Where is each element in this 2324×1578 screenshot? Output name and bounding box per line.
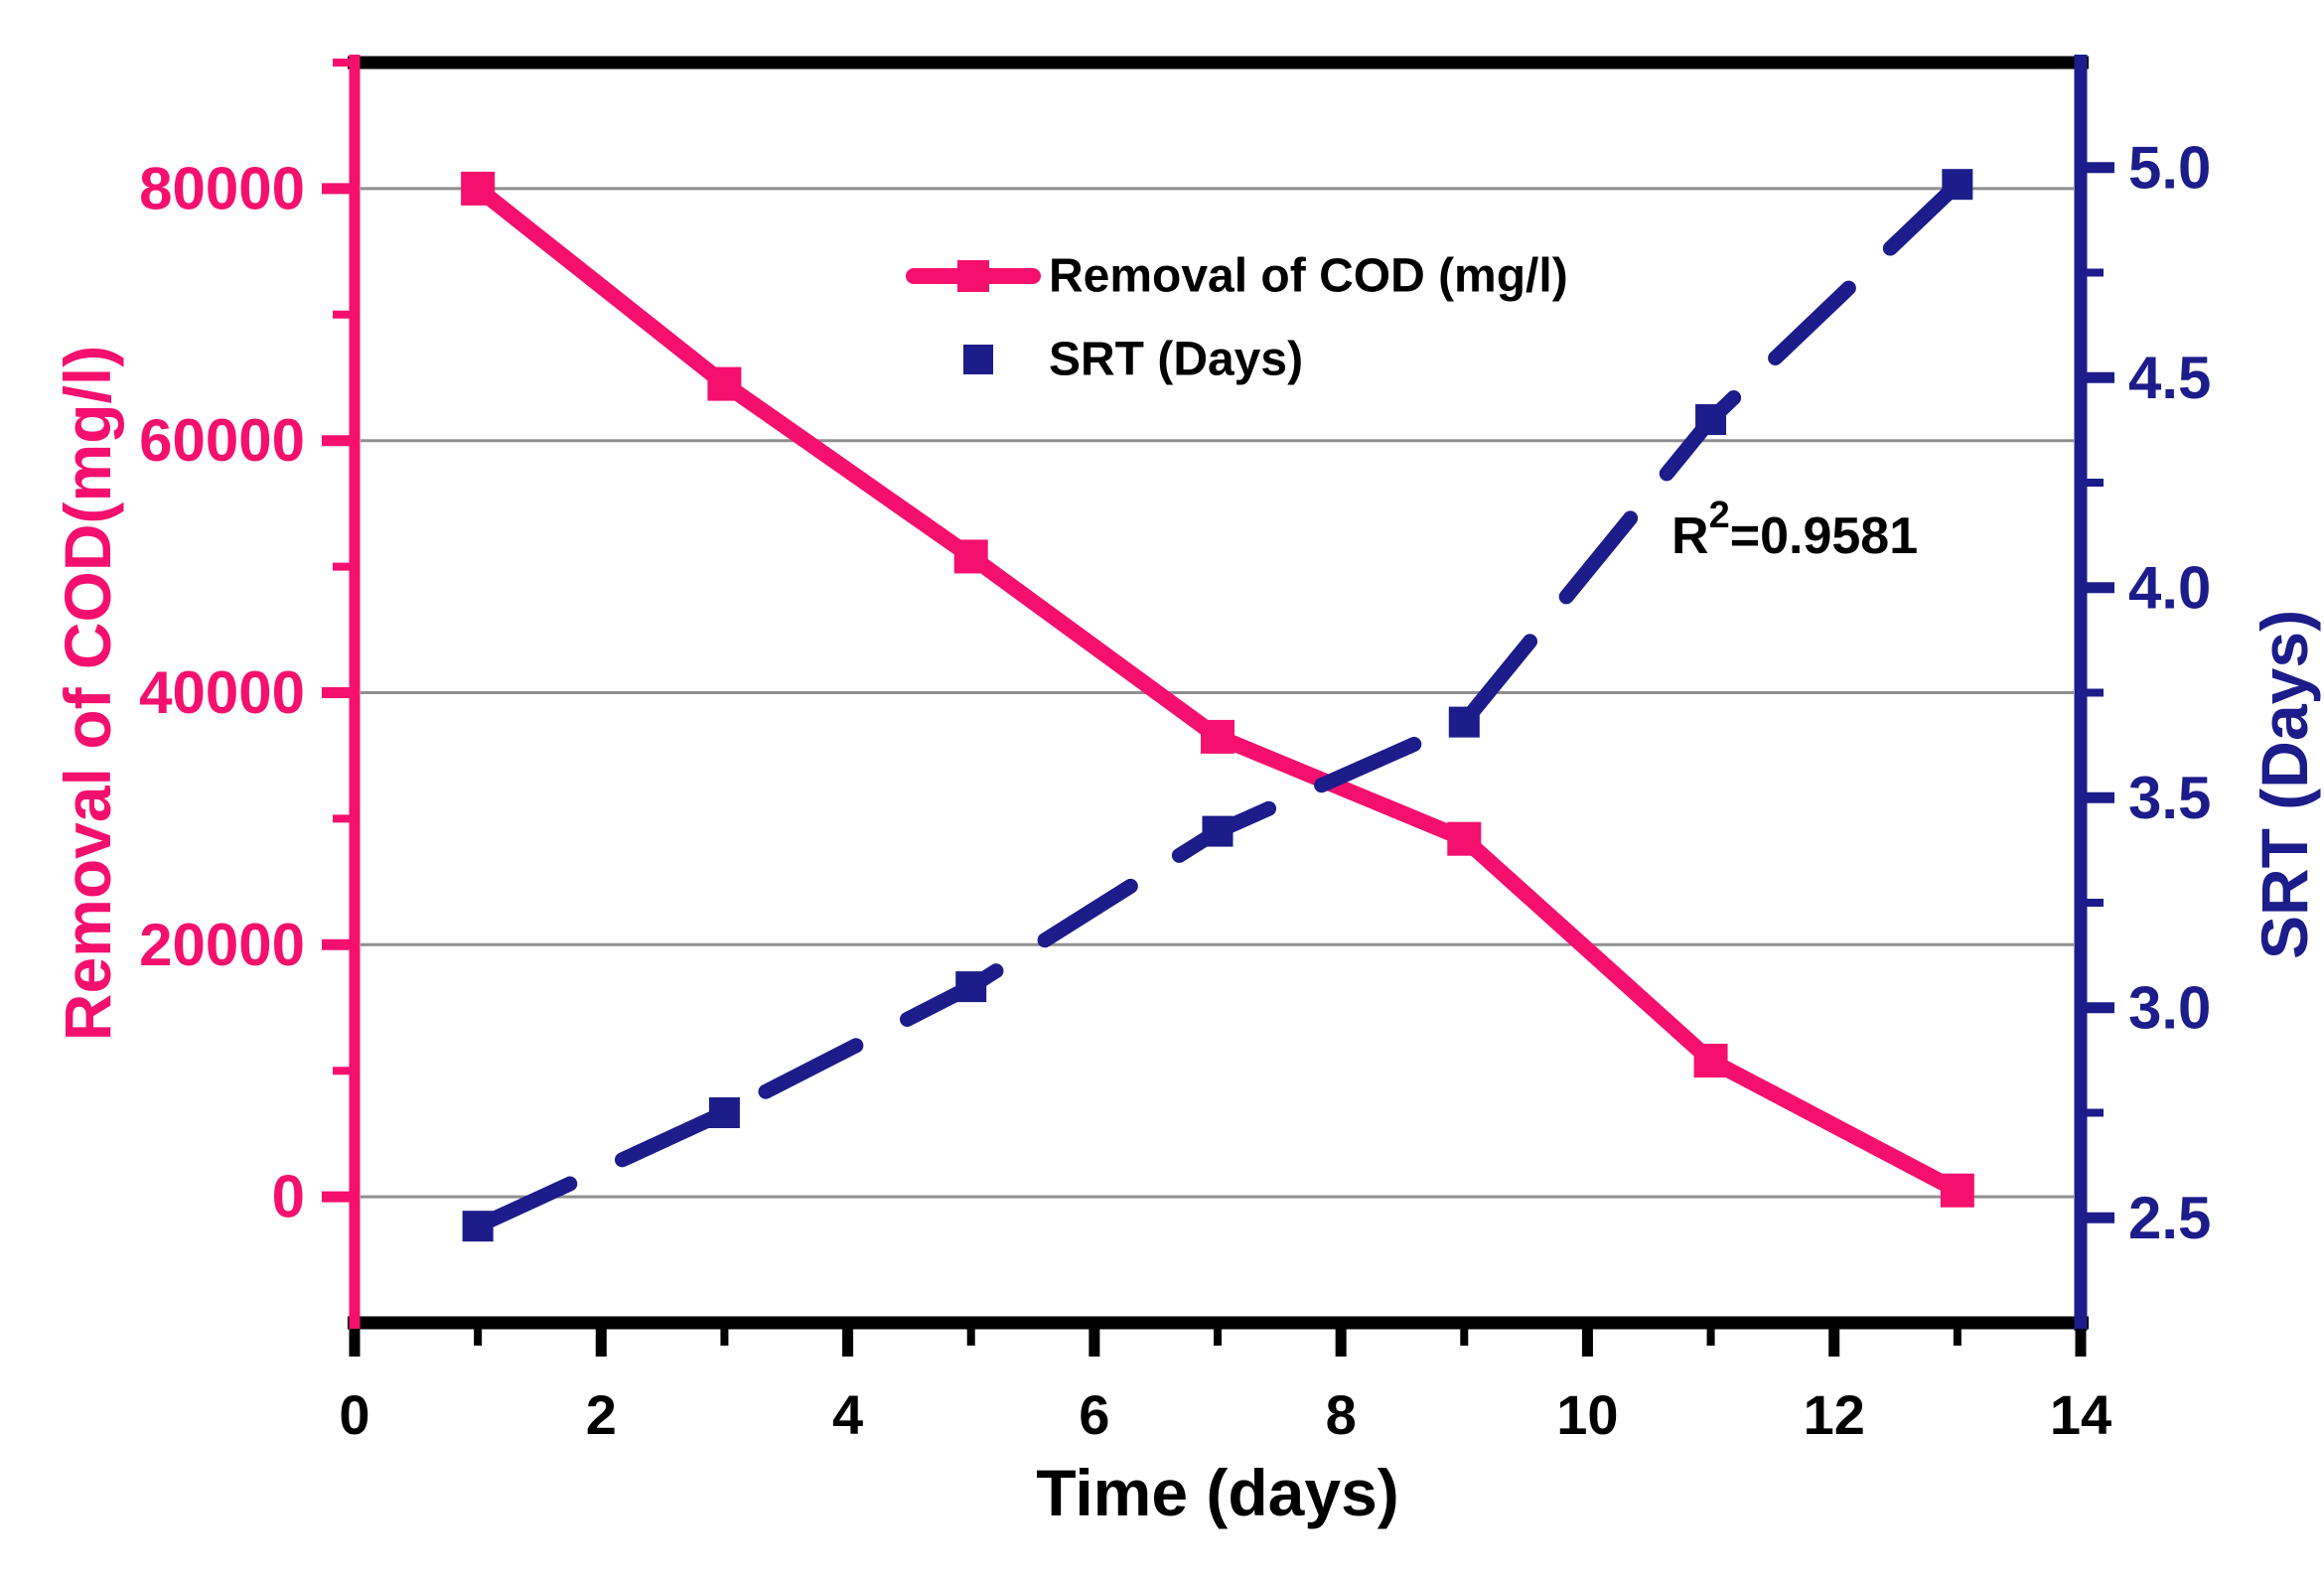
cod-marker [1201, 719, 1235, 754]
left-axis-tick-label: 20000 [139, 912, 305, 978]
srt-marker [1942, 169, 1973, 201]
srt-marker [1202, 815, 1234, 847]
right-axis-tick-label: 2.5 [2128, 1185, 2211, 1251]
left-axis-tick-label: 60000 [139, 407, 305, 474]
right-axis-tick-label: 4.0 [2128, 554, 2211, 621]
left-axis-title: Removal of COD(mg/l) [51, 346, 124, 1041]
right-axis-title: SRT (Days) [2248, 610, 2321, 959]
left-axis-tick-label: 0 [272, 1164, 305, 1230]
srt-marker [955, 971, 987, 1003]
cod-marker [1940, 1173, 1974, 1208]
right-axis-tick-label: 3.0 [2128, 974, 2211, 1041]
x-axis-tick-label: 14 [2050, 1383, 2111, 1446]
cod-marker [953, 539, 988, 574]
x-axis-tick-label: 4 [832, 1383, 863, 1446]
r-squared-annotation: R2=0.9581 [1671, 495, 1918, 565]
r-squared-superscript: 2 [1709, 495, 1730, 536]
cod-marker [1693, 1044, 1728, 1078]
srt-marker [1695, 404, 1727, 436]
legend-cod-label: Removal of COD (mg/l) [1049, 250, 1568, 303]
legend-srt-label: SRT (Days) [1049, 334, 1303, 386]
x-axis-tick-label: 10 [1556, 1383, 1618, 1446]
x-axis-tick-label: 2 [586, 1383, 617, 1446]
x-axis-tick-label: 6 [1079, 1383, 1109, 1446]
cod-marker [707, 366, 742, 401]
srt-marker [462, 1211, 494, 1242]
cod-marker [461, 171, 496, 206]
left-axis-tick-label: 80000 [139, 155, 305, 221]
r-squared-prefix: R [1671, 507, 1709, 565]
r-squared-suffix: =0.9581 [1730, 507, 1918, 565]
right-axis-tick-label: 4.5 [2128, 345, 2211, 411]
right-axis-tick-label: 5.0 [2128, 134, 2211, 201]
cod-marker [1447, 821, 1482, 856]
right-axis-tick-label: 3.5 [2128, 765, 2211, 831]
x-axis-title: Time (days) [1036, 1456, 1399, 1529]
x-axis-tick-label: 8 [1326, 1383, 1357, 1446]
legend: Removal of COD (mg/l) SRT (Days) [906, 250, 1568, 386]
legend-cod-marker-glyph [957, 260, 989, 292]
left-axis-tick-label: 40000 [139, 659, 305, 726]
srt-marker [708, 1097, 740, 1128]
x-axis-tick-label: 12 [1804, 1383, 1865, 1446]
plot-layers: 0 20000 40000 60000 80000 2.5 3.0 3.5 4.0 4.5 5.0 0… [139, 55, 2211, 1446]
x-axis-tick-label: 0 [339, 1383, 369, 1446]
legend-srt-marker-glyph [963, 345, 993, 374]
srt-marker [1448, 706, 1480, 738]
